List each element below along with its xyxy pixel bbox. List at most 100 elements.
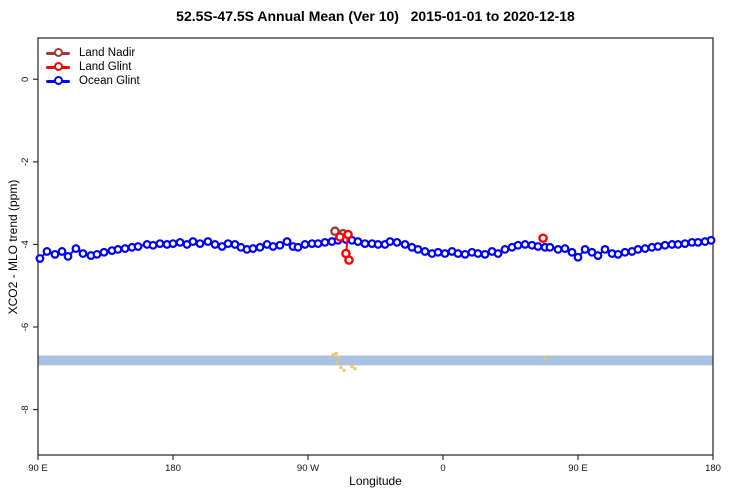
- ocean-glint-point: [460, 249, 470, 259]
- ocean-glint-point: [188, 237, 198, 246]
- ocean-glint-point: [553, 244, 563, 254]
- ocean-glint-point: [155, 239, 165, 249]
- legend-label: Land Glint: [79, 61, 132, 73]
- x-axis-title: Longitude: [349, 474, 402, 488]
- ocean-glint-point: [560, 244, 570, 253]
- ocean-glint-point: [373, 240, 383, 249]
- coverage-mark: [353, 367, 357, 371]
- ocean-glint-point: [567, 247, 577, 257]
- ocean-glint-point: [580, 244, 590, 254]
- plot-border: [37, 37, 714, 456]
- ocean-glint-point: [320, 237, 330, 247]
- y-tick-label: -2: [20, 158, 31, 166]
- ocean-glint-point: [493, 249, 503, 258]
- coverage-mark: [543, 356, 547, 360]
- legend-marker-icon: [46, 76, 70, 86]
- ocean-glint-point: [50, 249, 60, 259]
- ocean-glint-point: [120, 244, 130, 253]
- ocean-glint-point: [433, 247, 443, 257]
- ocean-glint-point: [57, 247, 67, 256]
- legend-circle-icon: [54, 76, 63, 85]
- coverage-mark: [334, 351, 338, 355]
- ocean-glint-point: [420, 247, 430, 256]
- coverage-mark: [342, 368, 346, 372]
- ocean-glint-point: [353, 237, 363, 246]
- ocean-glint-point: [613, 249, 623, 259]
- chart-title: 52.5S-47.5S Annual Mean (Ver 10) 2015-01…: [176, 8, 575, 24]
- ocean-glint-point: [600, 244, 610, 254]
- x-tick-label: 180: [165, 463, 181, 474]
- ocean-glint-point: [400, 240, 410, 249]
- ocean-glint-point: [473, 249, 483, 258]
- coverage-mark: [337, 356, 341, 360]
- ocean-glint-point: [113, 244, 123, 254]
- legend: Land Nadir Land Glint Ocean Glint: [46, 46, 140, 88]
- ocean-glint-point: [195, 239, 205, 249]
- ocean-glint-point: [35, 254, 45, 263]
- ocean-glint-point: [500, 244, 510, 254]
- land-glint-point: [344, 255, 354, 265]
- ocean-glint-point: [63, 252, 73, 261]
- ocean-glint-point: [92, 249, 102, 259]
- ocean-glint-point: [480, 249, 490, 259]
- ocean-glint-point: [520, 240, 530, 249]
- legend-item-land-glint: Land Glint: [46, 60, 140, 74]
- ocean-glint-point: [673, 240, 683, 249]
- ocean-glint-point: [453, 249, 463, 258]
- x-tick-label: 90 W: [297, 463, 319, 474]
- ocean-glint-point: [282, 237, 292, 246]
- ocean-glint-point: [413, 244, 423, 254]
- legend-item-land-nadir: Land Nadir: [46, 46, 140, 60]
- ocean-glint-point: [300, 240, 310, 249]
- ocean-glint-point: [42, 247, 52, 256]
- ocean-glint-point: [168, 239, 178, 249]
- ocean-glint-point: [313, 239, 323, 249]
- legend-label: Ocean Glint: [79, 75, 140, 87]
- ocean-glint-point: [653, 242, 663, 251]
- ocean-glint-point: [593, 251, 603, 260]
- ocean-glint-point: [706, 235, 716, 245]
- ocean-glint-point: [210, 240, 220, 249]
- coverage-band: [38, 355, 713, 366]
- ocean-glint-point: [573, 252, 583, 262]
- ocean-glint-point: [293, 242, 303, 252]
- ocean-glint-point: [275, 240, 285, 250]
- y-tick-label: 0: [20, 77, 31, 82]
- ocean-glint-point: [533, 242, 543, 251]
- x-tick-label: 180: [705, 463, 721, 474]
- land-glint-point: [343, 229, 353, 240]
- x-tick-label: 0: [440, 463, 445, 474]
- ocean-glint-point: [620, 247, 630, 257]
- legend-item-ocean-glint: Ocean Glint: [46, 74, 140, 88]
- ocean-glint-point: [71, 244, 81, 253]
- land-glint-point: [335, 232, 345, 242]
- ocean-glint-point: [633, 244, 643, 254]
- land-nadir-point: [330, 226, 340, 237]
- coverage-mark: [339, 365, 343, 369]
- legend-label: Land Nadir: [79, 47, 136, 59]
- ocean-glint-point: [255, 242, 265, 252]
- legend-marker-icon: [46, 62, 70, 72]
- ocean-glint-point: [248, 244, 258, 253]
- coverage-mark: [331, 353, 335, 357]
- ocean-glint-point: [513, 240, 523, 250]
- y-axis-title: XCO2 - MLO trend (ppm): [6, 179, 20, 315]
- ocean-glint-point: [268, 242, 278, 251]
- ocean-glint-point: [640, 244, 650, 253]
- coverage-mark: [335, 361, 339, 365]
- ocean-glint-point: [78, 249, 88, 258]
- ocean-glint-point: [99, 247, 109, 257]
- ocean-glint-point: [385, 237, 395, 246]
- ocean-glint-point: [133, 242, 143, 251]
- ocean-glint-point: [693, 237, 703, 247]
- ocean-glint-point: [360, 239, 370, 249]
- coverage-mark: [350, 365, 354, 369]
- ocean-glint-point: [680, 239, 690, 249]
- x-tick-label: 90 E: [28, 463, 48, 474]
- ocean-glint-point: [545, 242, 555, 252]
- y-tick-label: -6: [20, 323, 31, 331]
- ocean-glint-point: [440, 249, 450, 258]
- y-tick-label: -4: [20, 240, 31, 248]
